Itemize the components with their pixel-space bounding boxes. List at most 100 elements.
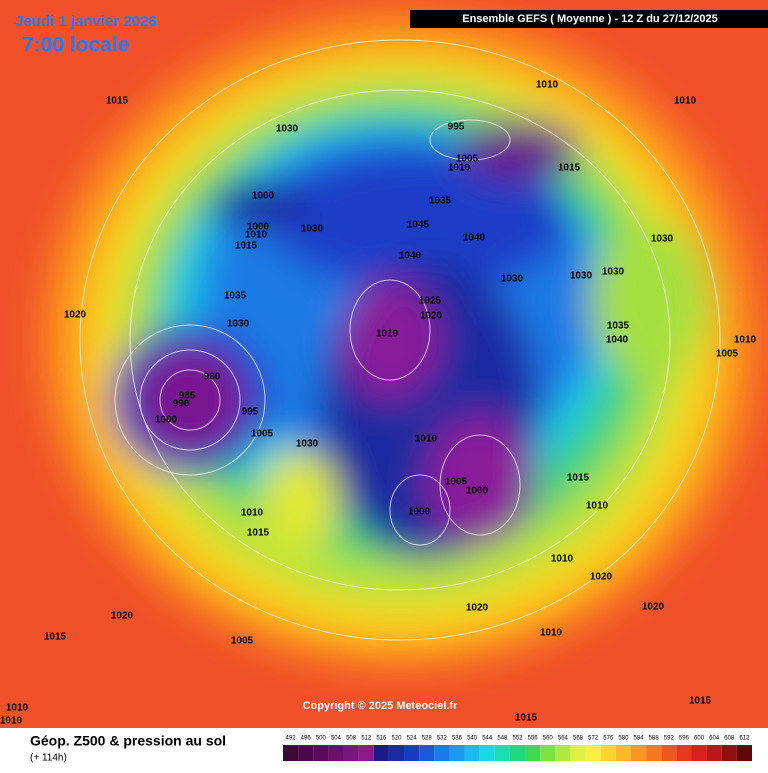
isobar-label: 1015 — [515, 713, 538, 724]
isobar-label: 1040 — [606, 335, 629, 346]
isobar-label: 1015 — [567, 473, 590, 484]
isobar-label: 985 — [179, 391, 196, 402]
isobar-label: 1020 — [590, 572, 613, 583]
isobar-label: 1030 — [501, 274, 524, 285]
legend-label: 600 — [694, 736, 705, 742]
isobar-label: 1030 — [570, 271, 593, 282]
legend-swatch — [721, 745, 737, 761]
legend-label: 572 — [588, 736, 599, 742]
legend-label: 524 — [407, 736, 418, 742]
legend-label: 568 — [573, 736, 584, 742]
legend-label: 604 — [709, 736, 720, 742]
legend-label: 576 — [603, 736, 614, 742]
legend-swatch — [298, 745, 314, 761]
isobar-label: 1005 — [716, 349, 739, 360]
isobar-label: 1020 — [64, 310, 87, 321]
legend-swatch — [585, 745, 601, 761]
isobar-label: 1005 — [231, 636, 254, 647]
legend-swatch — [419, 745, 435, 761]
isobar-label: 1045 — [407, 220, 430, 231]
legend-swatch — [494, 745, 510, 761]
legend-label: 588 — [649, 736, 660, 742]
isobar-label: 1010 — [586, 501, 609, 512]
isobar-label: 1000 — [408, 507, 431, 518]
legend-swatch — [283, 745, 299, 761]
isobar-label: 995 — [448, 122, 465, 133]
legend-label: 580 — [618, 736, 629, 742]
legend: 492 496 500 504 508 512 516 520 524 528 532 536 540 5… — [283, 736, 752, 761]
legend-swatch — [525, 745, 541, 761]
legend-swatch — [449, 745, 465, 761]
legend-swatch — [540, 745, 556, 761]
legend-swatch — [373, 745, 389, 761]
legend-swatch — [388, 745, 405, 761]
isobar-label: 1020 — [642, 602, 665, 613]
isobar-label: 990 — [173, 399, 190, 410]
legend-label: 512 — [361, 736, 372, 742]
legend-swatch — [615, 745, 631, 761]
model-box — [410, 10, 768, 28]
legend-label: 584 — [634, 736, 645, 742]
legend-label: 548 — [497, 736, 508, 742]
legend-label: 520 — [391, 736, 402, 742]
isobar-label: 1015 — [247, 528, 270, 539]
legend-swatch — [600, 745, 616, 761]
legend-swatch — [691, 745, 707, 761]
legend-swatch — [706, 745, 722, 761]
isobar-label: 1005 — [456, 154, 479, 165]
legend-label: 504 — [331, 736, 342, 742]
isobar-label: 1020 — [466, 603, 489, 614]
copyright: Copyright © 2025 Meteociel.fr — [303, 700, 459, 712]
legend-label: 596 — [679, 736, 690, 742]
isobar-label: 1010 — [551, 554, 574, 565]
legend-swatch — [646, 745, 662, 761]
legend-label: 528 — [422, 736, 433, 742]
legend-label: 508 — [346, 736, 357, 742]
isobar-label: 1035 — [607, 321, 630, 332]
isobar-label: 1010 — [241, 508, 264, 519]
isobar-label: 1035 — [429, 196, 452, 207]
legend-swatch — [570, 745, 586, 761]
footer-title: Géop. Z500 & pression au sol — [30, 733, 226, 749]
date: Jeudi 1 janvier 2026 — [15, 13, 157, 30]
time: 7:00 locale — [22, 34, 129, 57]
isobar-label: 1015 — [558, 163, 581, 174]
isobar-label: 1040 — [463, 233, 486, 244]
isobar-label: 1040 — [399, 251, 422, 262]
isobar-label: 1000 — [252, 191, 275, 202]
legend-label: 556 — [528, 736, 539, 742]
isobar-label: 1010 — [540, 628, 563, 639]
legend-swatch — [434, 745, 450, 761]
legend-label: 564 — [558, 736, 569, 742]
isobar-label: 1025 — [419, 296, 442, 307]
isobar-label: 1015 — [106, 96, 129, 107]
isobar-label: 1000 — [155, 415, 178, 426]
legend-label: 516 — [376, 736, 387, 742]
isobar-label: 995 — [242, 407, 259, 418]
legend-label: 592 — [664, 736, 675, 742]
isobar-label: 1030 — [602, 267, 625, 278]
isobar-label: 980 — [204, 372, 221, 383]
legend-label: 536 — [452, 736, 463, 742]
isobar-label: 1020 — [420, 311, 443, 322]
isobar-label: 1015 — [44, 632, 67, 643]
isobar-label: 1010 — [734, 335, 757, 346]
isobar-label: 1020 — [111, 611, 134, 622]
isobar-label: 1010 — [448, 163, 471, 174]
isobar-label: 1030 — [651, 234, 674, 245]
model-info: Ensemble GEFS ( Moyenne ) - 12 Z du 27/1… — [462, 13, 718, 25]
legend-swatch — [464, 745, 480, 761]
legend-swatch — [358, 745, 374, 761]
isobar-label: 1015 — [235, 241, 258, 252]
isobar-label: 1030 — [227, 319, 250, 330]
isobar-label: 1010 — [6, 703, 29, 714]
isobar-label: 1010 — [376, 329, 399, 340]
isobar-label: 1010 — [536, 80, 559, 91]
legend-label: 552 — [512, 736, 523, 742]
legend-swatch — [343, 745, 359, 761]
isobar-label: 1030 — [276, 124, 299, 135]
legend-label: 612 — [739, 736, 750, 742]
legend-swatch — [328, 745, 344, 761]
isobar-label: 1030 — [296, 439, 319, 450]
